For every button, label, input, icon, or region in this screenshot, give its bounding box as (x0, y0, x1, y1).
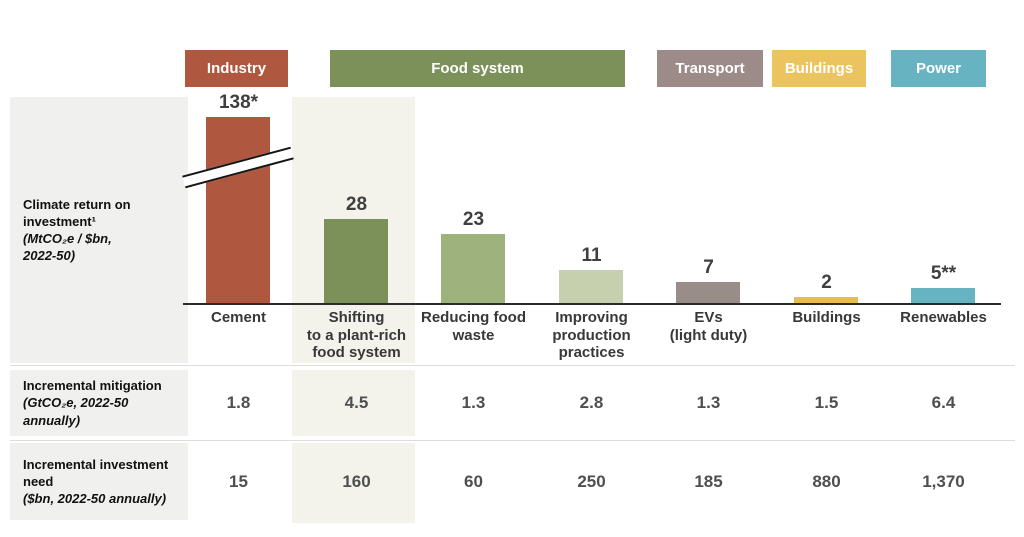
row-header-investment-title: Incremental investment need (23, 456, 169, 489)
category-label-improving-production: Improving production practices (552, 309, 631, 362)
sector-band-buildings: Buildings (772, 50, 866, 87)
column-cement: 138* (180, 93, 297, 303)
bar-reducing-food-waste (441, 234, 505, 303)
investment-value-cell: 880 (812, 471, 841, 491)
category-label-cement: Cement (210, 309, 266, 326)
axis-break-mark (182, 146, 294, 189)
investment-value-cell: 185 (694, 471, 723, 491)
mitigation-value-cell: 1.3 (461, 393, 486, 412)
column-highlight-middle (292, 370, 415, 436)
sector-band-food-system: Food system (330, 50, 625, 87)
bar-value-label: 2 (821, 272, 832, 293)
column-evs: 7 (650, 97, 767, 303)
column-highlight-lower (292, 443, 415, 523)
row-header-mitigation: Incremental mitigation (GtCO₂e, 2022-50 … (10, 370, 188, 436)
row-header-mitigation-unit: (GtCO₂e, 2022-50 annually) (23, 395, 129, 428)
investment-value-cell: 160 (342, 471, 371, 491)
category-label-buildings: Buildings (792, 309, 861, 326)
bar-value-label: 28 (345, 194, 368, 215)
row-header-investment: Incremental investment need ($bn, 2022-5… (10, 443, 188, 520)
row-header-climate-roi-title: Climate return on investment¹ (23, 196, 131, 229)
mitigation-value-cell: 6.4 (931, 393, 956, 412)
category-label-plant-rich-shift: Shifting to a plant-rich food system (306, 309, 407, 362)
investment-value-cell: 15 (229, 471, 248, 491)
bar-renewables (911, 288, 975, 303)
mitigation-value-cell: 2.8 (579, 393, 604, 412)
bar-cement (182, 117, 294, 303)
mitigation-value-cell: 1.3 (696, 393, 721, 412)
bar-value-label: 7 (703, 257, 714, 278)
investment-value-cell: 1,370 (922, 471, 965, 491)
category-label-reducing-food-waste: Reducing food waste (421, 309, 526, 344)
column-plant-rich-shift: 28 (298, 97, 415, 303)
column-reducing-food-waste: 23 (415, 97, 532, 303)
x-axis-baseline (183, 303, 1001, 305)
row-separator-line (10, 440, 1015, 441)
sector-band-power: Power (891, 50, 986, 87)
bar-buildings (794, 297, 858, 303)
sector-band-industry: Industry (185, 50, 288, 87)
category-label-evs: EVs (light duty) (669, 309, 748, 344)
bar-plant-rich-shift (324, 219, 388, 303)
row-separator-line (10, 365, 1015, 366)
investment-value-cell: 60 (464, 471, 483, 491)
bar-value-label: 11 (581, 245, 602, 266)
column-improving-production: 11 (533, 97, 650, 303)
bar-value-label: 5** (930, 263, 957, 284)
column-renewables: 5** (885, 97, 1002, 303)
bar-value-label: 138* (218, 92, 259, 113)
bar-evs (676, 282, 740, 303)
sector-band-transport: Transport (657, 50, 763, 87)
mitigation-value-cell: 1.8 (226, 393, 251, 412)
row-header-investment-unit: ($bn, 2022-50 annually) (23, 491, 167, 507)
bar-value-label: 23 (462, 209, 485, 230)
investment-value-cell: 250 (577, 471, 606, 491)
mitigation-value-cell: 1.5 (814, 393, 839, 412)
category-label-renewables: Renewables (900, 309, 987, 326)
bar-improving-production (559, 270, 623, 303)
row-header-mitigation-title: Incremental mitigation (23, 378, 162, 394)
row-header-climate-roi: Climate return on investment¹ (MtCO₂e / … (10, 97, 188, 363)
row-header-climate-roi-unit: (MtCO₂e / $bn, 2022-50) (23, 231, 112, 264)
mitigation-value-cell: 4.5 (344, 393, 369, 412)
column-buildings: 2 (768, 97, 885, 303)
